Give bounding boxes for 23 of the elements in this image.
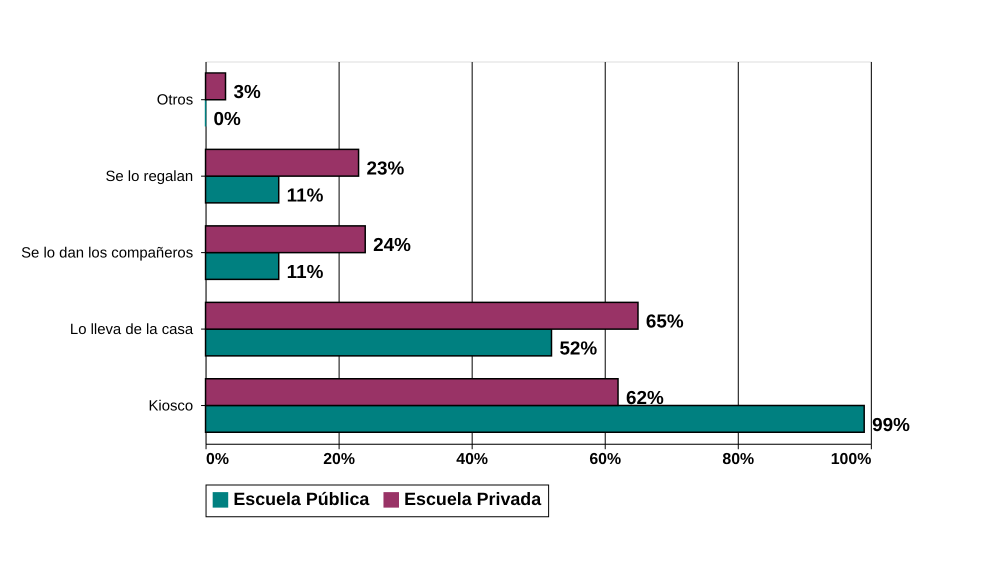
legend-label: Escuela Pública <box>233 488 370 509</box>
x-tick-label: 20% <box>323 451 355 468</box>
x-tick-label: 60% <box>589 451 622 468</box>
y-tick-label: Lo lleva de la casa <box>70 322 194 338</box>
y-tick-label: Se lo regalan <box>105 169 194 186</box>
data-label: 3% <box>233 81 261 102</box>
data-label: 11% <box>286 184 324 206</box>
data-label: 11% <box>286 260 324 282</box>
x-tick-label: 80% <box>722 451 754 468</box>
data-label: 65% <box>646 310 684 332</box>
x-tick-label: 40% <box>456 451 488 468</box>
data-label: 23% <box>366 158 404 179</box>
y-tick-label: Kiosco <box>148 398 194 415</box>
data-label: 24% <box>373 234 412 256</box>
y-tick-label: Otros <box>156 92 194 109</box>
data-label: 99% <box>872 414 910 435</box>
x-tick-label: 100% <box>830 451 872 468</box>
data-label: 52% <box>559 337 598 358</box>
y-tick-label: Se lo dan los compañeros <box>21 246 194 262</box>
legend-label: Escuela Privada <box>404 488 542 509</box>
x-tick-label: 0% <box>206 451 229 468</box>
data-label: 0% <box>213 108 241 129</box>
data-label: 62% <box>626 387 664 408</box>
